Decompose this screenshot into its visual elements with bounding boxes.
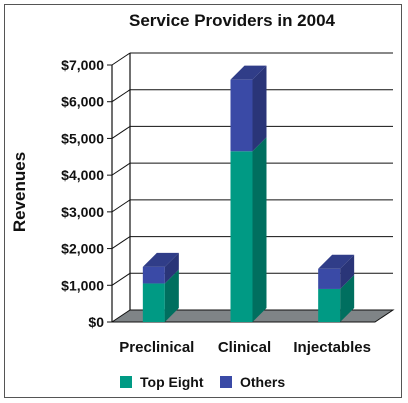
- bar-segment-top: [142, 252, 179, 267]
- bar-segment-side: [164, 252, 179, 284]
- bars: [142, 65, 355, 322]
- y-tick-label: $3,000: [61, 204, 104, 220]
- y-tick-label: $7,000: [61, 57, 104, 73]
- legend-label: Top Eight: [140, 374, 204, 390]
- y-axis-label: Revenues: [10, 152, 29, 232]
- grid-diagonal: [111, 236, 131, 249]
- grid-diagonal: [111, 89, 131, 103]
- bar-segment-front: [142, 283, 165, 322]
- bar-segment-side: [252, 65, 267, 152]
- legend-swatch: [220, 376, 232, 388]
- bar-segment-front: [230, 79, 253, 152]
- category-label: Injectables: [293, 339, 371, 356]
- bar-segment-side: [340, 274, 355, 322]
- y-tick-label: $0: [88, 314, 104, 330]
- legend: Top Eight Others: [120, 374, 285, 390]
- bar-segment-side: [252, 137, 267, 322]
- bar-segment-top: [318, 254, 355, 269]
- chart-frame: [4, 4, 402, 398]
- category-label: Preclinical: [119, 339, 194, 356]
- legend-swatch: [120, 376, 132, 388]
- legend-label: Others: [240, 374, 285, 390]
- bar-segment-side: [340, 254, 355, 289]
- bar-segment-front: [142, 266, 165, 284]
- y-tick-label: $1,000: [61, 277, 104, 293]
- grid-diagonal: [111, 52, 131, 66]
- grid-diagonal: [111, 162, 131, 176]
- bar-segment-top: [230, 65, 267, 80]
- y-ticks: $0 $1,000 $2,000 $3,000 $4,000 $5,000 $6,000 $7…: [61, 57, 104, 330]
- y-tick-label: $5,000: [61, 130, 104, 146]
- bar-segment-side: [164, 269, 179, 322]
- grid-diagonal: [111, 272, 131, 286]
- category-labels: Preclinical Clinical Injectables: [119, 339, 371, 356]
- grid-diagonal: [111, 199, 131, 213]
- bar-segment-front: [230, 151, 253, 322]
- y-tick-label: $2,000: [61, 241, 104, 257]
- y-tick-label: $4,000: [61, 167, 104, 183]
- grid-diagonal: [111, 126, 131, 139]
- y-tick-label: $6,000: [61, 94, 104, 110]
- category-label: Clinical: [218, 339, 271, 356]
- bar-segment-front: [318, 268, 341, 289]
- grid: [107, 52, 393, 323]
- chart-title: Service Providers in 2004: [129, 11, 336, 30]
- bar-segment-front: [318, 288, 341, 322]
